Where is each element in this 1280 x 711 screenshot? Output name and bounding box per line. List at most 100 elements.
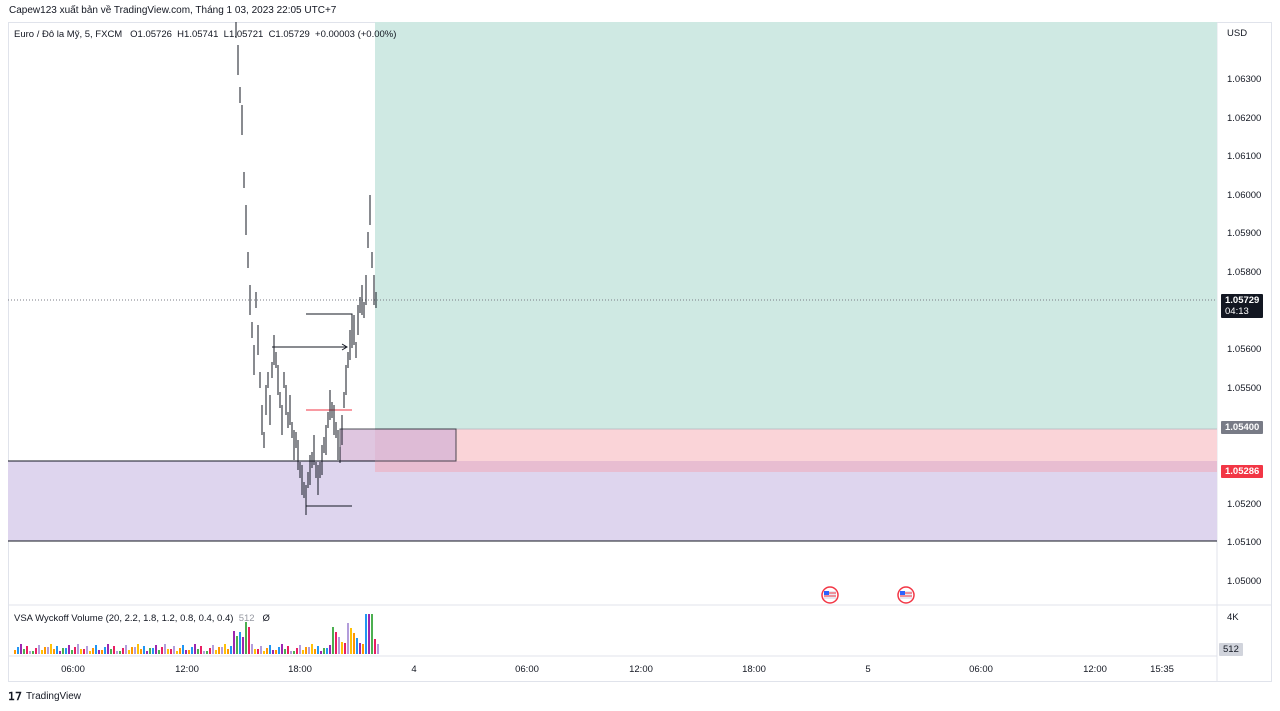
price-tick-label: 1.05200 <box>1227 499 1262 510</box>
volume-bar <box>101 650 103 654</box>
volume-bar <box>146 651 148 654</box>
volume-bar <box>71 650 73 654</box>
price-tick-label: 1.06200 <box>1227 113 1262 124</box>
us-flag-event-icon[interactable] <box>897 586 915 604</box>
volume-bar <box>38 645 40 654</box>
volume-bar <box>245 622 247 654</box>
volume-bar <box>164 644 166 654</box>
volume-bar <box>113 646 115 654</box>
volume-bar <box>269 645 271 654</box>
volume-bar <box>257 649 259 654</box>
volume-bar <box>26 646 28 654</box>
volume-bar <box>293 651 295 654</box>
volume-bar <box>23 649 25 654</box>
volume-bar <box>290 651 292 654</box>
tradingview-footer[interactable]: 𝟣𝟩 TradingView <box>8 690 81 703</box>
volume-bar <box>305 647 307 654</box>
volume-bar <box>227 649 229 654</box>
volume-bar <box>77 644 79 654</box>
volume-bar <box>110 649 112 654</box>
volume-bar <box>50 644 52 654</box>
volume-bar <box>29 651 31 654</box>
volume-bar <box>335 632 337 654</box>
volume-bar <box>170 649 172 654</box>
volume-bar <box>176 651 178 654</box>
price-tick-label: 1.05500 <box>1227 383 1262 394</box>
volume-bar <box>323 648 325 654</box>
volume-bar <box>272 650 274 654</box>
volume-bar <box>44 647 46 654</box>
volume-bar <box>179 648 181 654</box>
volume-bar <box>86 646 88 654</box>
demand-zone[interactable] <box>8 461 1217 541</box>
legend-high: H1.05741 <box>177 29 219 40</box>
volume-bar <box>212 645 214 654</box>
time-tick-label: 15:35 <box>1150 664 1174 675</box>
order-block-box[interactable] <box>339 428 457 462</box>
price-tick-label: 1.05000 <box>1227 576 1262 587</box>
volume-bar <box>137 644 139 654</box>
price-tick-label: 1.05600 <box>1227 344 1262 355</box>
currency-label[interactable]: USD <box>1227 28 1248 39</box>
volume-bar <box>260 646 262 654</box>
volume-bar <box>53 649 55 654</box>
volume-bar <box>236 636 238 654</box>
volume-bar <box>119 651 121 654</box>
volume-bar <box>338 637 340 654</box>
bos-line-2[interactable] <box>306 313 353 345</box>
volume-bar <box>197 649 199 654</box>
volume-bar <box>254 649 256 654</box>
volume-bar <box>17 647 19 654</box>
time-tick-label: 12:00 <box>175 664 199 675</box>
volume-bar <box>56 646 58 654</box>
volume-bar <box>158 650 160 654</box>
volume-bar <box>62 648 64 654</box>
volume-bar <box>74 647 76 654</box>
volume-bar <box>347 623 349 654</box>
profit-zone[interactable] <box>375 22 1217 429</box>
volume-bar <box>83 649 85 654</box>
volume-bar <box>200 646 202 654</box>
volume-bar <box>320 651 322 654</box>
volume-bar <box>344 643 346 654</box>
volume-bar <box>143 646 145 654</box>
tradingview-logo-icon: 𝟣𝟩 <box>8 691 22 703</box>
publish-info: Capew123 xuất bản về TradingView.com, Th… <box>9 5 337 16</box>
volume-bar <box>278 647 280 654</box>
volume-bar <box>224 644 226 654</box>
symbol-legend[interactable]: Euro / Đô la Mỹ, 5, FXCM O1.05726 H1.057… <box>14 29 396 40</box>
volume-bar <box>311 644 313 654</box>
indicator-extra: Ø <box>262 613 270 624</box>
legend-open: O1.05726 <box>130 29 172 40</box>
volume-bar <box>353 633 355 654</box>
volume-bar <box>266 648 268 654</box>
bos-arrow-head <box>341 343 348 351</box>
us-flag-event-icon[interactable] <box>821 586 839 604</box>
volume-bar <box>128 650 130 654</box>
volume-bar <box>365 614 367 654</box>
indicator-legend[interactable]: VSA Wyckoff Volume (20, 2.2, 1.8, 1.2, 0… <box>14 613 270 624</box>
volume-bar <box>314 649 316 654</box>
candlestick-series[interactable] <box>235 22 377 515</box>
volume-bar <box>134 647 136 654</box>
volume-bar <box>362 644 364 654</box>
volume-bar <box>194 644 196 654</box>
volume-bar <box>329 645 331 654</box>
volume-bar <box>299 645 301 654</box>
volume-bar <box>167 649 169 654</box>
volume-bar <box>59 651 61 654</box>
time-tick-label: 5 <box>865 664 871 675</box>
volume-series <box>14 614 379 654</box>
volume-bar <box>275 650 277 654</box>
legend-symbol: Euro / Đô la Mỹ, 5, FXCM <box>14 29 123 40</box>
volume-bar <box>317 646 319 654</box>
volume-bar <box>377 644 379 654</box>
volume-bar <box>149 648 151 654</box>
volume-bar <box>296 648 298 654</box>
volume-bar <box>287 646 289 654</box>
volume-bar <box>209 648 211 654</box>
volume-bar <box>218 647 220 654</box>
indicator-name: VSA Wyckoff Volume (20, 2.2, 1.8, 1.2, 0… <box>14 613 234 624</box>
price-tick-label: 1.05100 <box>1227 537 1262 548</box>
